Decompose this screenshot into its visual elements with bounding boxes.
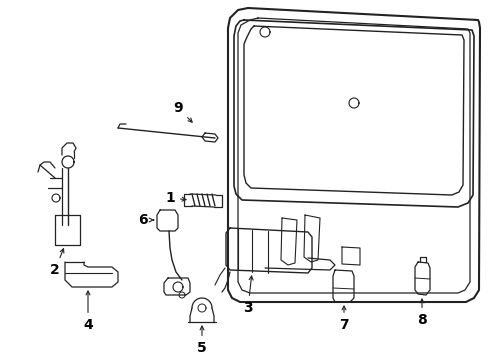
Text: 8: 8 [416,299,426,327]
Text: 6: 6 [138,213,153,227]
Text: 4: 4 [83,291,93,332]
Text: 2: 2 [50,249,64,277]
Text: 1: 1 [165,191,185,205]
Text: 9: 9 [173,101,192,122]
Text: 3: 3 [243,276,253,315]
Text: 5: 5 [197,326,206,355]
Text: 7: 7 [339,306,348,332]
